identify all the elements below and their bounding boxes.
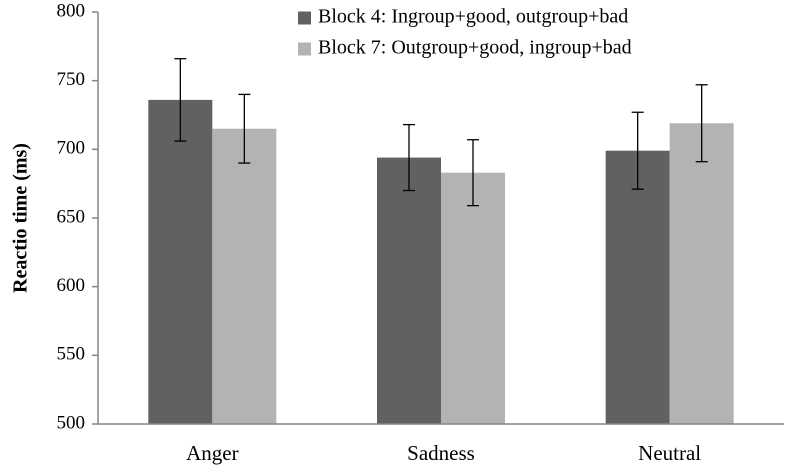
y-tick-label: 500 bbox=[57, 412, 86, 433]
bar-sadness-series-2 bbox=[441, 172, 505, 424]
legend-label-1: Block 4: Ingroup+good, outgroup+bad bbox=[318, 6, 628, 28]
x-category-label: Anger bbox=[186, 441, 238, 465]
y-tick-label: 650 bbox=[57, 206, 86, 227]
x-category-label: Sadness bbox=[407, 441, 475, 465]
axes bbox=[97, 12, 784, 425]
y-tick-label: 750 bbox=[57, 69, 86, 90]
bar-anger-series-1 bbox=[148, 99, 213, 424]
legend-label-2: Block 7: Outgroup+good, ingroup+bad bbox=[318, 37, 632, 59]
y-tick-label: 800 bbox=[57, 0, 86, 21]
bar-neutral-series-2 bbox=[669, 123, 734, 425]
bars bbox=[148, 99, 734, 425]
y-axis-title: Reactio time (ms) bbox=[10, 143, 32, 293]
bar-neutral-series-1 bbox=[605, 150, 670, 424]
y-axis-ticks: 500 550 600 650 700 750 800 bbox=[57, 0, 98, 433]
x-category-label: Neutral bbox=[638, 441, 701, 465]
error-bars bbox=[174, 58, 708, 207]
bar-sadness-series-1 bbox=[377, 157, 441, 424]
legend-swatch-1 bbox=[298, 11, 311, 25]
bar-anger-series-2 bbox=[212, 128, 277, 424]
legend-swatch-2 bbox=[298, 42, 311, 56]
x-axis-labels: Anger Sadness Neutral bbox=[186, 441, 701, 465]
y-tick-label: 550 bbox=[57, 344, 86, 365]
y-tick-label: 600 bbox=[57, 275, 86, 296]
legend: Block 4: Ingroup+good, outgroup+bad Block… bbox=[298, 6, 632, 59]
y-tick-label: 700 bbox=[57, 138, 86, 159]
